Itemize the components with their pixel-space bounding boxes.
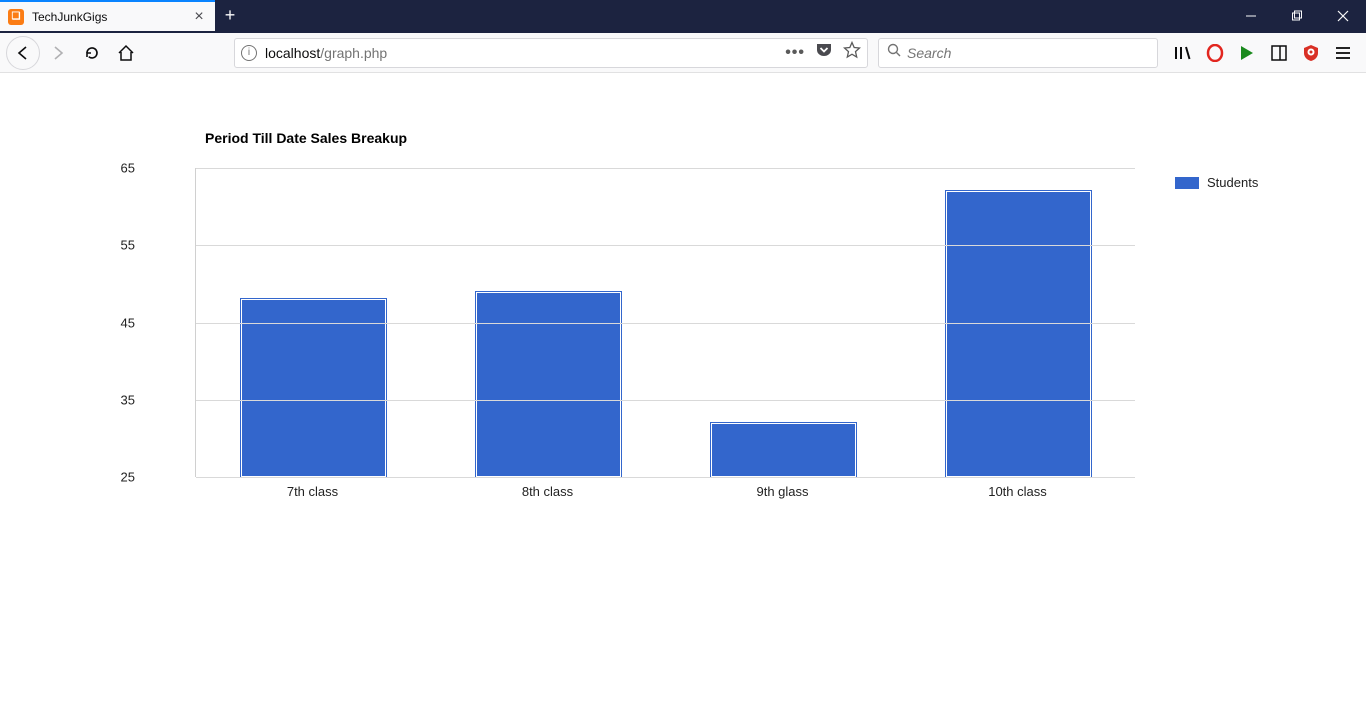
nav-toolbar: i localhost/graph.php ••• [0, 33, 1366, 73]
shield-ext-icon[interactable] [1302, 44, 1320, 62]
gridline [196, 168, 1135, 169]
close-tab-icon[interactable]: × [191, 9, 207, 25]
pocket-icon[interactable] [815, 41, 833, 64]
search-bar[interactable] [878, 38, 1158, 68]
search-input[interactable] [907, 45, 1149, 61]
maximize-button[interactable] [1274, 0, 1320, 31]
legend-label: Students [1207, 175, 1258, 190]
forward-button[interactable] [42, 37, 74, 69]
page-content: Period Till Date Sales Breakup 253545556… [0, 73, 1366, 715]
url-path: /graph.php [320, 45, 387, 61]
chart-plot: 2535455565 7th class8th class9th glass10… [165, 168, 407, 477]
hamburger-menu-icon[interactable] [1334, 44, 1352, 62]
y-tick-label: 25 [121, 470, 135, 485]
bar[interactable] [476, 292, 621, 477]
x-tick-label: 7th class [287, 484, 338, 499]
opera-ext-icon[interactable] [1206, 44, 1224, 62]
plot-area [195, 168, 1135, 477]
url-bar[interactable]: i localhost/graph.php ••• [234, 38, 868, 68]
bar[interactable] [241, 299, 386, 477]
xampp-icon: ❏ [8, 9, 24, 25]
toolbar-right [1174, 44, 1360, 62]
x-tick-label: 10th class [988, 484, 1047, 499]
gridline [196, 400, 1135, 401]
y-tick-label: 45 [121, 315, 135, 330]
minimize-button[interactable] [1228, 0, 1274, 31]
y-tick-label: 55 [121, 238, 135, 253]
urlbar-actions: ••• [785, 41, 861, 64]
x-tick-label: 8th class [522, 484, 573, 499]
x-tick-label: 9th glass [756, 484, 808, 499]
titlebar: ❏ TechJunkGigs × + [0, 0, 1366, 33]
site-info-icon[interactable]: i [241, 45, 257, 61]
chart-legend: Students [1175, 175, 1258, 190]
library-icon[interactable] [1174, 44, 1192, 62]
page-actions-icon[interactable]: ••• [785, 44, 805, 62]
reload-button[interactable] [76, 37, 108, 69]
sidebar-ext-icon[interactable] [1270, 44, 1288, 62]
new-tab-button[interactable]: + [215, 0, 245, 31]
window-controls [1228, 0, 1366, 31]
gridline [196, 477, 1135, 478]
back-button[interactable] [6, 36, 40, 70]
gridline [196, 323, 1135, 324]
browser-tab[interactable]: ❏ TechJunkGigs × [0, 0, 215, 31]
bar[interactable] [946, 191, 1091, 477]
close-window-button[interactable] [1320, 0, 1366, 31]
bookmark-star-icon[interactable] [843, 41, 861, 64]
chart-container: Period Till Date Sales Breakup 253545556… [165, 130, 407, 477]
url-host: localhost [265, 45, 320, 61]
y-tick-label: 35 [121, 392, 135, 407]
gridline [196, 245, 1135, 246]
y-tick-label: 65 [121, 161, 135, 176]
tab-title: TechJunkGigs [32, 10, 191, 24]
search-icon [887, 43, 901, 62]
chart-title: Period Till Date Sales Breakup [205, 130, 407, 146]
home-button[interactable] [110, 37, 142, 69]
bar[interactable] [711, 423, 856, 477]
idm-ext-icon[interactable] [1238, 44, 1256, 62]
legend-swatch [1175, 177, 1199, 189]
